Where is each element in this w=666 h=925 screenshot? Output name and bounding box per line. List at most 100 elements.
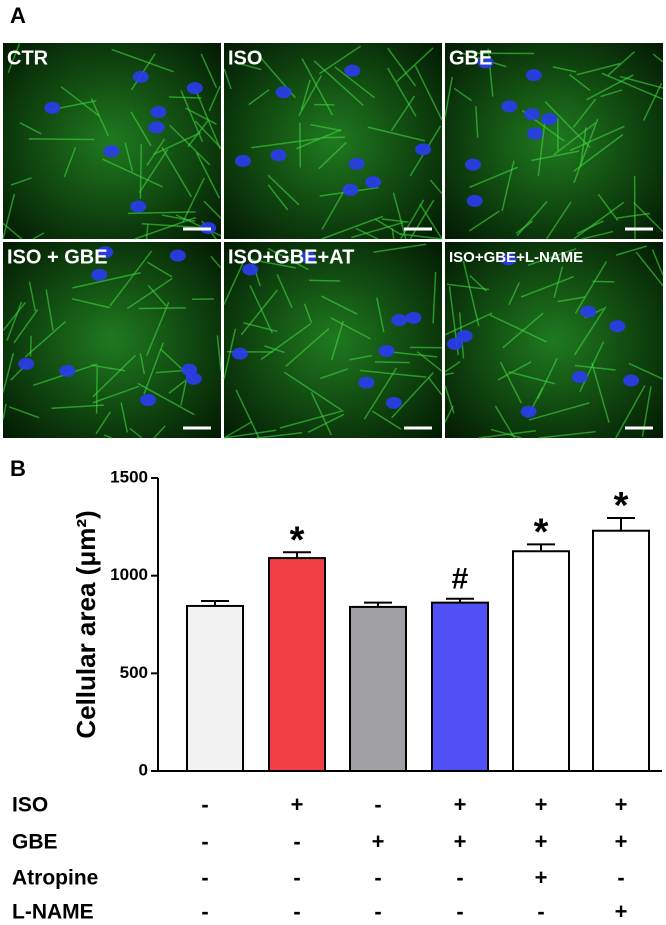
- fiber: [444, 372, 455, 376]
- fiber: [223, 68, 232, 90]
- fiber: [349, 354, 373, 361]
- fiber: [7, 43, 21, 74]
- fiber: [319, 45, 362, 75]
- fiber: [260, 323, 311, 361]
- condition-sign: -: [201, 899, 208, 924]
- fiber: [146, 301, 170, 356]
- condition-sign: +: [454, 829, 467, 854]
- fiber: [414, 65, 443, 121]
- fiber: [267, 174, 300, 206]
- fiber: [489, 314, 548, 343]
- nucleus: [91, 268, 108, 281]
- fiber: [635, 251, 664, 287]
- micrograph: [445, 43, 663, 239]
- fiber: [168, 380, 186, 394]
- condition-sign: +: [535, 865, 548, 890]
- fiber: [2, 301, 27, 332]
- fiber: [427, 377, 443, 396]
- fiber: [387, 67, 417, 117]
- fiber: [60, 86, 100, 117]
- fiber: [569, 74, 591, 92]
- fiber: [279, 409, 344, 429]
- fiber: [28, 281, 37, 312]
- fiber: [391, 372, 434, 419]
- fiber: [557, 296, 586, 303]
- fiber: [138, 148, 169, 194]
- fiber: [301, 58, 334, 116]
- fiber: [432, 272, 437, 324]
- fiber: [633, 201, 664, 233]
- nucleus: [526, 127, 543, 140]
- fiber: [572, 98, 597, 128]
- image-label: ISO+GBE+AT: [228, 246, 354, 268]
- nucleus: [169, 249, 186, 262]
- fiber: [276, 274, 293, 308]
- nucleus: [344, 64, 361, 77]
- fiber: [363, 367, 398, 420]
- fiber: [223, 421, 253, 439]
- nucleus: [140, 394, 157, 407]
- nucleus: [520, 405, 537, 418]
- fiber: [494, 405, 516, 439]
- condition-sign: -: [374, 792, 381, 817]
- fiber: [545, 201, 572, 240]
- fiber: [320, 368, 349, 380]
- fiber: [469, 275, 487, 292]
- fiber: [537, 118, 546, 176]
- fiber: [538, 430, 596, 439]
- fiber: [381, 218, 409, 223]
- condition-sign: -: [456, 865, 463, 890]
- fiber: [475, 106, 479, 138]
- fiber: [147, 284, 167, 307]
- fiber: [490, 428, 522, 439]
- fiber: [395, 47, 434, 83]
- nucleus: [348, 157, 365, 170]
- condition-sign: +: [454, 792, 467, 817]
- fiber: [520, 276, 574, 298]
- fiber: [552, 66, 577, 73]
- nucleus: [18, 357, 35, 370]
- condition-name: ISO: [12, 794, 48, 817]
- fiber: [313, 60, 364, 106]
- y-tick-label: 0: [139, 760, 148, 779]
- bar: [592, 529, 650, 772]
- fiber: [553, 122, 597, 156]
- fiber: [628, 362, 664, 380]
- condition-sign: -: [201, 792, 208, 817]
- condition-sign: -: [293, 865, 300, 890]
- micrograph: [224, 242, 442, 438]
- fiber: [330, 317, 371, 340]
- fiber: [334, 66, 375, 99]
- nucleus: [148, 121, 165, 134]
- fiber: [497, 361, 532, 381]
- fiber: [298, 75, 323, 117]
- fiber: [92, 354, 136, 398]
- condition-sign: +: [615, 829, 628, 854]
- fiber: [607, 51, 636, 77]
- nucleus: [525, 69, 542, 82]
- fiber: [573, 133, 624, 172]
- nucleus: [270, 149, 287, 162]
- fiber: [374, 218, 402, 236]
- nucleus: [500, 253, 517, 266]
- fiber: [515, 220, 534, 234]
- fiber: [597, 193, 619, 222]
- fiber: [574, 261, 608, 314]
- fiber: [8, 406, 40, 419]
- fiber: [444, 76, 453, 118]
- significance-mark: *: [290, 519, 305, 561]
- condition-name: L-NAME: [12, 901, 94, 924]
- condition-sign: -: [201, 865, 208, 890]
- nucleus: [580, 305, 597, 318]
- fiber: [419, 203, 443, 240]
- fiber: [310, 123, 342, 132]
- fiber: [468, 210, 500, 232]
- fiber: [516, 200, 548, 237]
- nucleus: [342, 183, 359, 196]
- nucleus: [300, 251, 317, 264]
- fiber: [601, 72, 664, 100]
- fiber: [109, 250, 153, 307]
- fiber: [2, 353, 15, 393]
- fiber: [444, 360, 461, 373]
- nucleus: [391, 314, 408, 327]
